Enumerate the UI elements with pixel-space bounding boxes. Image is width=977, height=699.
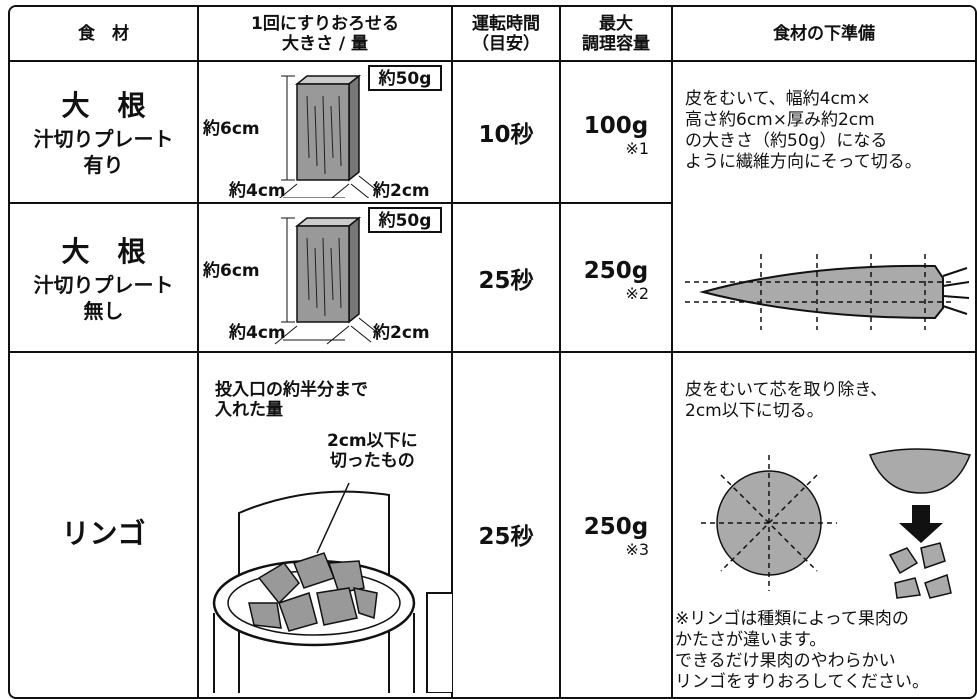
daikon-illustration [685, 254, 970, 330]
block-side [348, 74, 360, 182]
depth: 約2cm [372, 322, 430, 343]
amount: 約50g [378, 210, 432, 231]
size-cell: 約50g 約6cm 約4cm 約2cm [197, 60, 453, 204]
height: 約6cm [202, 118, 260, 139]
fiber [330, 105, 334, 159]
capacity-cell: 250g ※3 [559, 351, 673, 697]
amount-box [368, 65, 442, 91]
apple-container-illustration [212, 482, 453, 693]
block-side [348, 216, 360, 324]
fiber [338, 95, 342, 167]
capacity-cell: 100g ※1 [559, 60, 673, 204]
food-name: 大 根 [61, 234, 146, 268]
header-cell: 食材の下準備 [671, 7, 975, 62]
depth: 約2cm [372, 180, 430, 198]
fiber [322, 237, 326, 317]
food-name: 大 根 [61, 89, 146, 122]
instruction-table: 食 材 1回にすりおろせる 大きさ / 量 運転時間 （目安） 最大 調理容量 … [8, 5, 977, 699]
width: 約4cm [228, 180, 286, 198]
capacity: 250g [583, 514, 649, 540]
capacity: 100g [583, 112, 649, 139]
footnote-mark: ※1 [625, 138, 649, 158]
time: 10秒 [451, 60, 561, 204]
prep-cell: 皮をむいて芯を取り除き、 2cm以下に切る。 ※リンゴは種類によって果肉の かた… [671, 351, 975, 697]
header-cell: 運転時間 （目安） [451, 7, 561, 62]
height: 約6cm [202, 260, 260, 281]
apple-note: ※リンゴは種類によって果肉の かたさが違います。 できるだけ果肉のやわらかい リ… [675, 609, 929, 692]
capacity-cell: 250g ※2 [559, 202, 672, 353]
prep-text: 皮をむいて、幅約4cm× 高さ約6cm×厚み約2cm の大きさ（約50g）になる… [685, 89, 922, 172]
amount-box [368, 207, 442, 233]
time: 25秒 [451, 202, 561, 353]
size-cell: 投入口の約半分まで 入れた量 2cm以下に 切ったもの [197, 351, 453, 697]
apple-illustration [701, 448, 972, 599]
fiber [314, 105, 318, 167]
prep-cell: 皮をむいて、幅約4cm× 高さ約6cm×厚み約2cm の大きさ（約50g）になる… [671, 60, 975, 353]
header-cell: 食 材 [10, 7, 199, 62]
block-illustration: 約50g 約6cm 約4cm 約2cm [202, 207, 442, 345]
footnote-mark: ※2 [625, 284, 649, 303]
food-cell: 大 根汁切りプレート 無し [10, 202, 199, 353]
food-name: リンゴ [61, 516, 146, 550]
callout-text: 2cm以下に 切ったもの [327, 431, 418, 471]
table: 食 材 1回にすりおろせる 大きさ / 量 運転時間 （目安） 最大 調理容量 … [10, 7, 975, 697]
time: 25秒 [451, 351, 561, 697]
fiber [338, 237, 342, 309]
capacity: 250g [583, 258, 649, 284]
fiber [314, 247, 318, 309]
header-cell: 最大 調理容量 [559, 7, 673, 62]
block-illustration: 約50g 約6cm 約4cm 約2cm [202, 65, 442, 203]
fiber [306, 237, 310, 301]
food-sub: 汁切りプレート 有り [33, 127, 174, 177]
prep-text: 皮をむいて芯を取り除き、 2cm以下に切る。 [685, 380, 888, 421]
width: 約4cm [228, 322, 286, 343]
size-cell: 約50g 約6cm 約4cm 約2cm [197, 202, 453, 353]
fiber [306, 95, 310, 159]
dimension [274, 217, 380, 345]
amount: 約50g [378, 68, 432, 89]
fiber [330, 247, 334, 301]
amount-text: 投入口の約半分まで 入れた量 [215, 380, 368, 420]
footnote-mark: ※3 [625, 540, 649, 559]
food-sub: 汁切りプレート 無し [33, 272, 174, 323]
food-cell: 大 根汁切りプレート 有り [10, 60, 199, 204]
food-cell: リンゴ [10, 351, 199, 697]
header-cell: 1回にすりおろせる 大きさ / 量 [197, 7, 453, 62]
fiber [322, 95, 326, 175]
